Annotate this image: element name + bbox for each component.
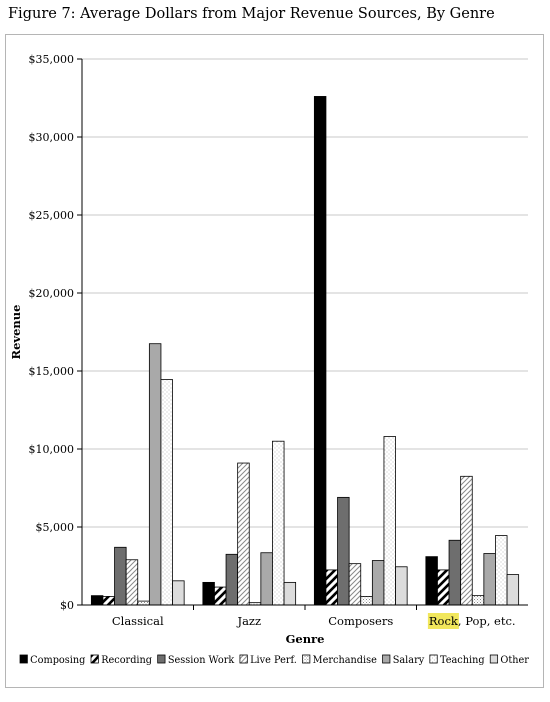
legend-swatch <box>90 654 99 664</box>
legend-item-live-perf: Live Perf. <box>239 654 297 666</box>
legend-swatch <box>382 654 391 664</box>
bar-composing-jazz <box>202 581 215 606</box>
bar-salary-composers <box>371 560 385 606</box>
bar-teaching-rock-pop-etc <box>495 535 508 606</box>
legend-swatch <box>239 654 248 664</box>
y-tick-label: $20,000 <box>29 287 75 300</box>
bar-teaching-jazz <box>272 440 285 606</box>
legend-item-merchandise: Merchandise <box>302 654 377 666</box>
bar-merchandise-rock-pop-etc <box>471 595 485 606</box>
bars-layer <box>90 96 520 606</box>
bar-salary-jazz <box>260 552 273 606</box>
legend-label: Other <box>500 655 529 666</box>
highlight-mark <box>427 613 459 629</box>
bar-recording-classical <box>102 596 115 606</box>
legend-item-other: Other <box>489 654 529 666</box>
bar-chart: $0 $5,000 $10,000 $15,000 $20,000 $25,000 $30,… <box>9 53 529 666</box>
grid-layer <box>82 58 528 528</box>
bar-recording-rock-pop-etc <box>437 569 450 606</box>
legend-label: Teaching <box>440 655 485 666</box>
category-label: Rock, Pop, etc. <box>429 614 516 628</box>
bar-session-work-composers <box>337 496 350 606</box>
bar-salary-classical <box>148 343 162 606</box>
bar-composing-composers <box>313 96 327 606</box>
y-tick-label: $15,000 <box>29 365 75 378</box>
y-axis-title: Revenue <box>9 305 23 360</box>
y-tick-label: $25,000 <box>29 209 75 222</box>
figure-title: Figure 7: Average Dollars from Major Rev… <box>8 6 495 22</box>
bar-session-work-classical <box>114 546 127 606</box>
bar-live-perf-classical <box>125 559 139 606</box>
legend-swatch <box>489 654 499 664</box>
bar-teaching-classical <box>160 379 173 606</box>
category-label: Jazz <box>236 614 261 628</box>
legend-label: Live Perf. <box>250 655 297 666</box>
bar-composing-rock-pop-etc <box>425 556 438 606</box>
legend-label: Composing <box>30 655 86 666</box>
category-label: Composers <box>328 614 393 628</box>
bar-live-perf-jazz <box>237 462 250 606</box>
bar-live-perf-composers <box>348 563 362 606</box>
bar-other-classical <box>172 580 185 606</box>
legend-label: Merchandise <box>313 655 377 666</box>
bar-merchandise-classical <box>137 600 150 606</box>
bar-recording-composers <box>325 569 338 606</box>
legend-label: Recording <box>101 655 152 666</box>
y-tick-label: $10,000 <box>29 443 75 456</box>
bar-recording-jazz <box>214 586 227 606</box>
x-axis-title: Genre <box>286 632 325 646</box>
bar-live-perf-rock-pop-etc <box>460 475 473 606</box>
axis-layer <box>77 58 528 610</box>
legend-item-teaching: Teaching <box>429 654 485 666</box>
y-tick-label: $0 <box>60 599 74 612</box>
bar-other-composers <box>395 566 408 606</box>
category-label: Classical <box>112 614 164 628</box>
legend: Composing Recording Session Work Live Perf.… <box>19 654 529 666</box>
legend-swatch <box>19 654 28 664</box>
legend-label: Salary <box>393 655 425 666</box>
legend-label: Session Work <box>168 655 235 666</box>
bar-merchandise-composers <box>360 596 373 606</box>
legend-swatch <box>302 654 311 664</box>
bar-teaching-composers <box>383 436 396 606</box>
bar-composing-classical <box>90 595 104 606</box>
bar-session-work-rock-pop-etc <box>448 539 462 606</box>
y-tick-label: $30,000 <box>29 131 75 144</box>
bar-session-work-jazz <box>225 553 239 606</box>
legend-item-composing: Composing <box>19 654 86 666</box>
legend-swatch <box>157 654 166 664</box>
legend-swatch <box>429 654 438 664</box>
y-tick-label: $35,000 <box>29 53 75 66</box>
legend-item-recording: Recording <box>90 654 153 666</box>
bar-other-jazz <box>283 581 297 606</box>
legend-item-salary: Salary <box>382 654 425 666</box>
y-tick-label: $5,000 <box>36 521 75 534</box>
legend-item-session-work: Session Work <box>157 654 235 666</box>
bar-salary-rock-pop-etc <box>483 553 496 606</box>
bar-other-rock-pop-etc <box>506 574 520 606</box>
label-layer: $0 $5,000 $10,000 $15,000 $20,000 $25,000 $30,… <box>9 53 516 646</box>
chart-frame: $0 $5,000 $10,000 $15,000 $20,000 $25,000 $30,… <box>5 34 544 688</box>
